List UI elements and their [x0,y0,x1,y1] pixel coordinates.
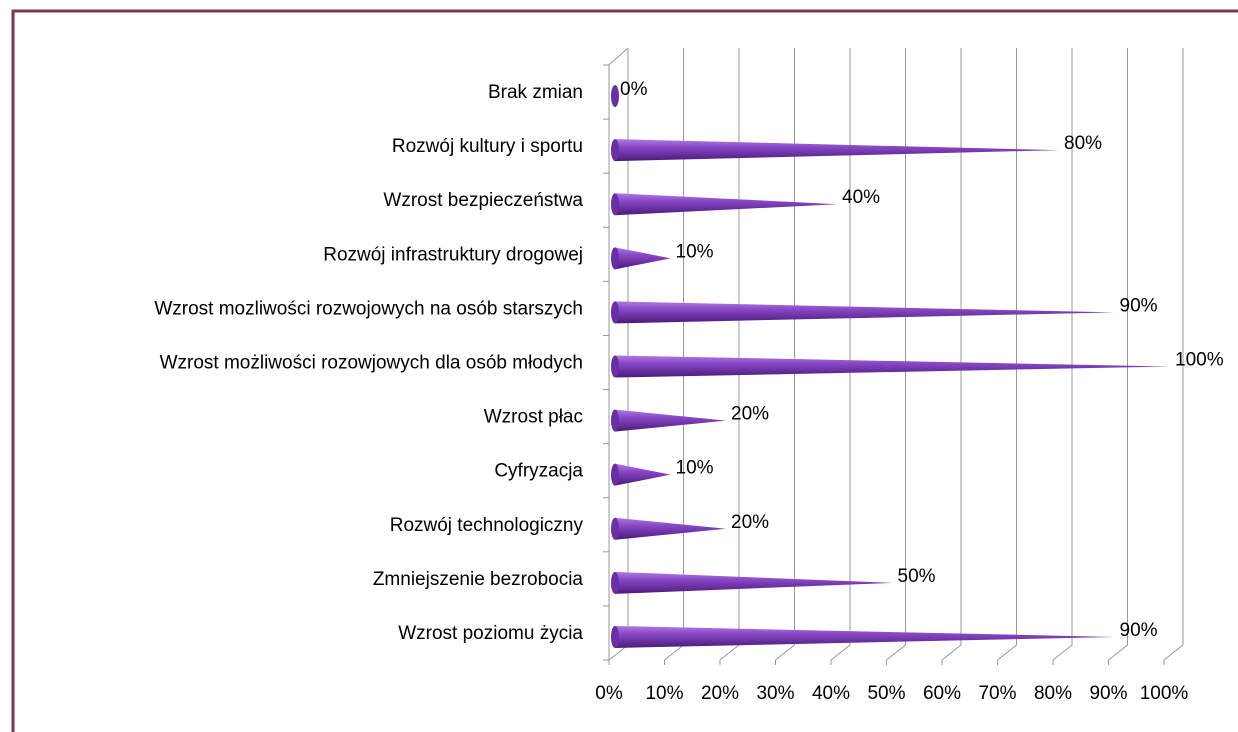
cone-part [611,409,619,432]
cone-part [615,193,837,216]
grid-line [830,48,851,661]
data-label: 100% [1175,350,1224,371]
x-tick-label: 50% [867,683,905,704]
cone [611,193,837,216]
x-tick-label: 40% [812,683,850,704]
cone-part [615,463,671,486]
cone-part [615,517,726,540]
cone [611,625,1115,648]
cone-part [615,247,671,270]
y-tick-label: Wzrost poziomu życia [398,623,583,644]
cone [611,301,1115,324]
x-tick-label: 30% [756,683,794,704]
y-tick-label: Wzrost możliwości rozowjowych dla osób m… [160,353,583,374]
cone [611,571,893,594]
data-label: 90% [1120,295,1158,316]
cone [611,463,671,486]
y-tick-label: Wzrost bezpieczeństwa [383,190,583,211]
cone [611,409,726,432]
grid-line [775,48,795,661]
y-tick-label: Wzrost płac [484,407,583,428]
y-tick-label: Wzrost mozliwości rozwojowych na osób st… [154,298,583,319]
cone [611,355,1170,378]
grid-line [1108,48,1128,661]
cone [611,139,1059,162]
cone-part [611,193,619,216]
cone [611,85,619,108]
x-tick-label: 0% [595,683,623,704]
x-tick-label: 80% [1034,683,1072,704]
y-tick-label: Cyfryzacja [494,461,583,482]
cone-part [615,625,1115,648]
x-tick-label: 20% [701,683,739,704]
cone-part [611,247,619,270]
data-label: 10% [676,241,714,262]
data-label: 50% [898,566,936,587]
cone-part [611,355,619,378]
x-tick-label: 60% [923,683,961,704]
y-axis-top [608,47,629,66]
y-tick-label: Zmniejszenie bezrobocia [373,569,584,590]
y-tick-label: Rozwój infrastruktury drogowej [323,244,583,265]
data-label: 10% [676,458,714,479]
x-tick-label: 90% [1089,683,1127,704]
grid-line [1052,48,1073,661]
x-tick-label: 70% [978,683,1016,704]
data-label: 90% [1120,620,1158,641]
grid-line [1163,48,1184,661]
y-tick-label: Rozwój technologiczny [390,515,584,536]
cone-part [615,139,1059,162]
grid-line [997,48,1017,661]
cone-part [611,139,619,162]
data-label: 20% [731,512,769,533]
data-label: 0% [620,79,648,100]
cone-part [611,85,619,108]
cone-part [611,301,619,324]
data-label: 40% [842,187,880,208]
cone [611,247,671,270]
data-label: 80% [1064,133,1102,154]
y-tick-label: Rozwój kultury i sportu [392,136,583,157]
x-tick-label: 100% [1140,683,1189,704]
grid-line [941,48,962,661]
cone-part [611,571,619,594]
grid-line [886,48,906,661]
data-label: 20% [731,404,769,425]
x-tick-label: 10% [645,683,683,704]
cone [611,517,726,540]
cone-part [611,463,619,486]
cone-part [615,301,1115,324]
cone-part [615,409,726,432]
cone-part [615,571,893,594]
cone-part [615,355,1170,378]
y-tick-label: Brak zmian [488,82,583,103]
cone-part [611,517,619,540]
cone-part [611,625,619,648]
